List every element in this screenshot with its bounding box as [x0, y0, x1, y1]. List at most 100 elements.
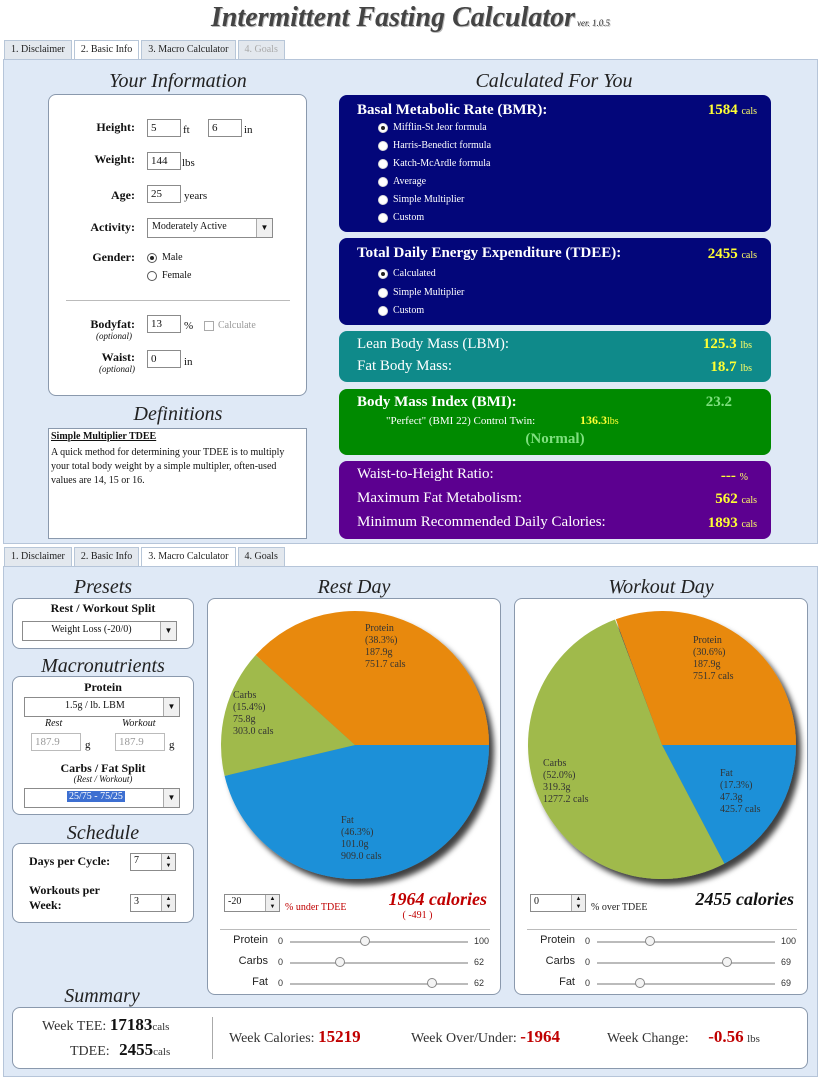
schedule-title: Schedule	[66, 822, 140, 844]
label-line: 187.9g	[365, 647, 393, 658]
option-label: Simple Multiplier	[393, 194, 465, 205]
tab-goals[interactable]: 4. Goals	[237, 40, 285, 60]
tab-macro-calculator-2[interactable]: 3. Macro Calculator	[141, 547, 236, 567]
height-label: Height:	[96, 120, 135, 134]
protein-select[interactable]: 1.5g / lb. LBM ▼	[24, 697, 180, 717]
workout-g-unit: g	[169, 739, 175, 751]
workout-adjust-spinner[interactable]: 0 ▲ ▼	[530, 894, 586, 912]
rest-g-unit: g	[85, 739, 91, 751]
bodyfat-optional: (optional)	[96, 331, 132, 341]
label-line: Protein	[693, 635, 722, 646]
whr-value: --- %	[660, 468, 748, 485]
spinner-arrows-icon[interactable]: ▲ ▼	[265, 895, 279, 911]
bmr-option-simple[interactable]: Simple Multiplier	[378, 194, 464, 205]
activity-select[interactable]: Moderately Active ▼	[147, 218, 273, 238]
height-ft-input[interactable]: 5	[147, 119, 181, 137]
twin-unit: lbs	[607, 416, 619, 427]
week-tee-unit: cals	[152, 1021, 170, 1033]
tab-basic-info[interactable]: 2. Basic Info	[73, 40, 140, 60]
waist-label: Waist:	[101, 350, 135, 364]
slider-knob[interactable]	[334, 957, 345, 967]
ft-unit: ft	[183, 124, 190, 136]
rest-adjust-spinner[interactable]: -20 ▲ ▼	[224, 894, 280, 912]
tdee-option-custom[interactable]: Custom	[378, 305, 424, 316]
workout-sliders-row-fat: Fat 0 69	[535, 976, 795, 992]
slider-max: 62	[474, 957, 485, 967]
label-line: (17.3%)	[720, 780, 753, 791]
waist-input[interactable]: 0	[147, 350, 181, 368]
label-line: 1277.2 cals	[543, 794, 589, 805]
split-value: Weight Loss (-20/0)	[51, 624, 132, 635]
activity-value: Moderately Active	[152, 221, 227, 232]
slider-label: Protein	[233, 934, 268, 946]
tdee-option-calculated[interactable]: Calculated	[378, 268, 436, 279]
slider-knob[interactable]	[634, 978, 645, 988]
slider-track[interactable]	[597, 983, 775, 985]
workout-carbs-label: Carbs (52.0%) 319.3g 1277.2 cals	[543, 758, 589, 806]
slider-min: 0	[585, 957, 591, 967]
carbfat-split-select[interactable]: 25/75 - 75/25 ▼	[24, 788, 180, 808]
gender-female-option[interactable]: Female	[147, 270, 191, 281]
weight-input[interactable]: 144	[147, 152, 181, 170]
tab-goals-2[interactable]: 4. Goals	[237, 547, 285, 567]
slider-knob[interactable]	[427, 978, 438, 988]
radio-icon	[378, 122, 388, 133]
summary-title: Summary	[64, 985, 140, 1007]
workout-protein-input[interactable]: 187.9	[115, 733, 165, 751]
carbfat-split-sub: (Rest / Workout)	[73, 774, 133, 784]
spinner-arrows-icon[interactable]: ▲ ▼	[571, 895, 585, 911]
label-line: 751.7 cals	[693, 671, 734, 682]
height-in-input[interactable]: 6	[208, 119, 242, 137]
bodyfat-input[interactable]: 13	[147, 315, 181, 333]
bmr-option-harris[interactable]: Harris-Benedict formula	[378, 140, 491, 151]
rest-protein-label: Protein (38.3%) 187.9g 751.7 cals	[365, 623, 406, 671]
bmr-option-custom[interactable]: Custom	[378, 212, 424, 223]
radio-icon	[147, 270, 157, 281]
slider-track[interactable]	[290, 983, 468, 985]
bmr-option-katch[interactable]: Katch-McArdle formula	[378, 158, 490, 169]
label-line: (38.3%)	[365, 635, 398, 646]
slider-label: Protein	[540, 934, 575, 946]
workouts-spinner[interactable]: 3 ▲ ▼	[130, 894, 176, 912]
slider-knob[interactable]	[359, 936, 370, 946]
slider-knob[interactable]	[721, 957, 732, 967]
gender-male-option[interactable]: Male	[147, 252, 183, 263]
bmr-number: 1584	[707, 102, 738, 118]
radio-icon	[378, 268, 388, 279]
bmr-label: Basal Metabolic Rate (BMR):	[357, 102, 548, 118]
label-line: 47.3g	[720, 792, 743, 803]
weight-label: Weight:	[94, 152, 135, 166]
slider-track[interactable]	[597, 962, 775, 964]
split-select[interactable]: Weight Loss (-20/0) ▼	[22, 621, 177, 641]
tab-macro-calculator[interactable]: 3. Macro Calculator	[141, 40, 236, 60]
rest-protein-input[interactable]: 187.9	[31, 733, 81, 751]
week-change-value: -0.56	[708, 1027, 744, 1046]
slider-track[interactable]	[597, 941, 775, 943]
slider-track[interactable]	[290, 962, 468, 964]
tdee-option-simple[interactable]: Simple Multiplier	[378, 287, 464, 298]
tab-basic-info-2[interactable]: 2. Basic Info	[73, 547, 140, 567]
spinner-arrows-icon[interactable]: ▲ ▼	[161, 854, 175, 870]
option-label: Average	[393, 176, 427, 187]
slider-knob[interactable]	[645, 936, 656, 946]
macronutrients-title: Macronutrients	[41, 655, 165, 677]
slider-max: 69	[781, 957, 792, 967]
workout-sliders-row-carbs: Carbs 0 69	[535, 955, 795, 971]
divider	[527, 929, 797, 930]
slider-track[interactable]	[290, 941, 468, 943]
bmi-label: Body Mass Index (BMI):	[357, 394, 517, 410]
bmr-option-average[interactable]: Average	[378, 176, 426, 187]
rest-carbs-label: Carbs (15.4%) 75.8g 303.0 cals	[233, 690, 274, 738]
workout-pie-slice-fat	[662, 745, 796, 864]
tab-disclaimer[interactable]: 1. Disclaimer	[4, 40, 72, 60]
workout-sliders-row-protein: Protein 0 100	[535, 934, 796, 950]
tab-disclaimer-2[interactable]: 1. Disclaimer	[4, 547, 72, 567]
week-calories-value: 15219	[318, 1027, 361, 1046]
spinner-arrows-icon[interactable]: ▲ ▼	[161, 895, 175, 911]
mrdc-unit: cals	[741, 519, 757, 530]
bmr-option-mifflin[interactable]: Mifflin-St Jeor formula	[378, 122, 487, 133]
age-input[interactable]: 25	[147, 185, 181, 203]
calculate-checkbox[interactable]: Calculate	[204, 320, 256, 331]
in-unit: in	[244, 124, 253, 136]
days-spinner[interactable]: 7 ▲ ▼	[130, 853, 176, 871]
